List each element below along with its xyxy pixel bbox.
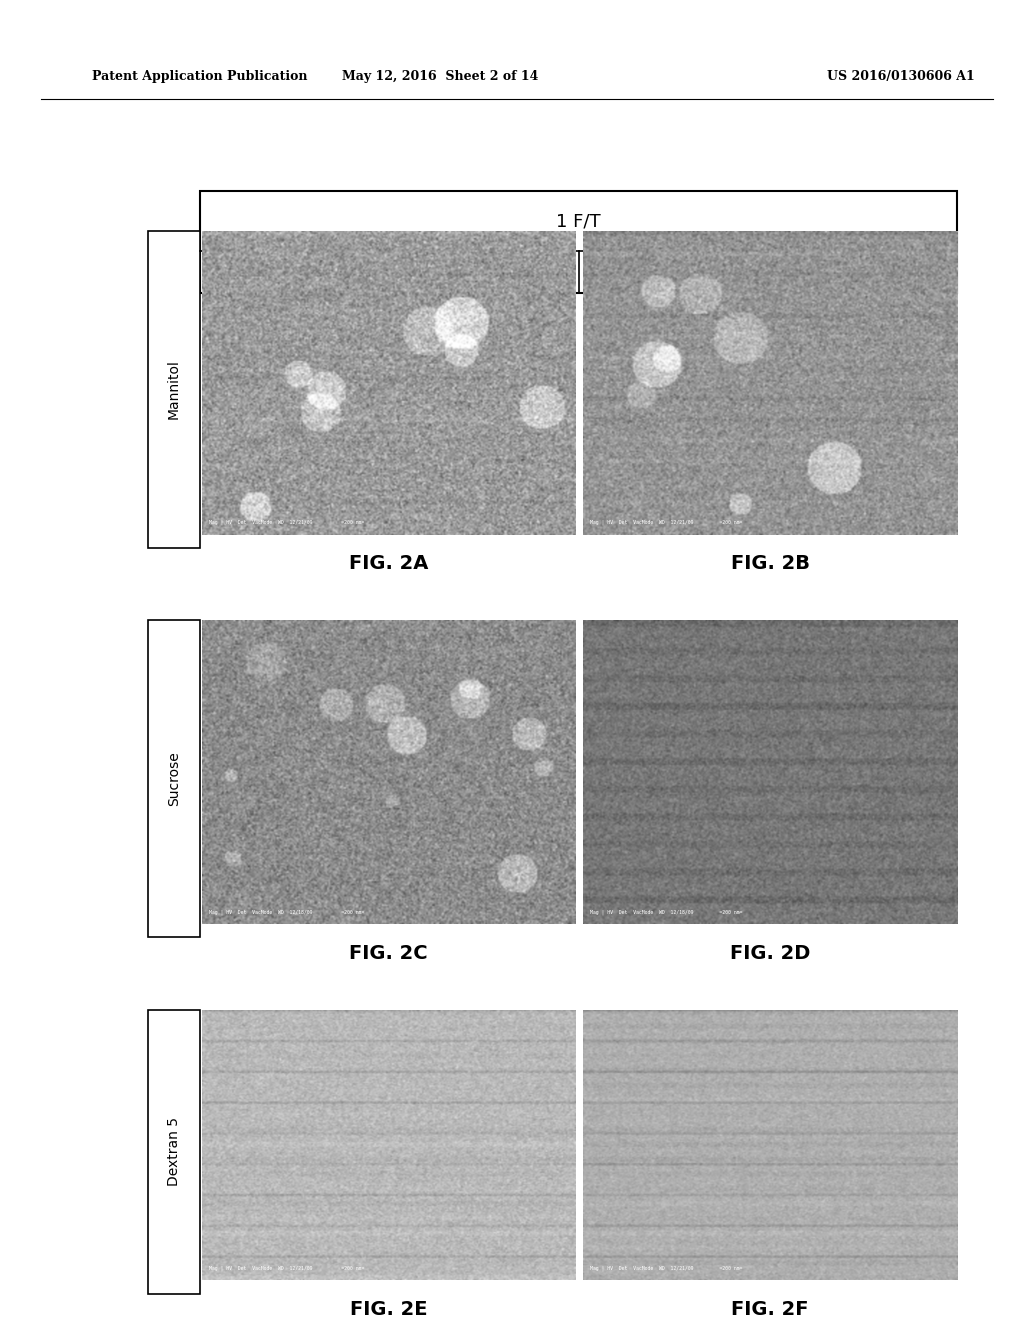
Text: Mag | HV  Det  VacMode  WD  12/21/09          =200 nm=: Mag | HV Det VacMode WD 12/21/09 =200 nm… [209,1266,365,1271]
Text: FIG. 2D: FIG. 2D [730,944,810,962]
Text: 10%: 10% [750,263,786,281]
Text: Mag | HV  Det  VacMode  WD  12/18/09         =200 nm=: Mag | HV Det VacMode WD 12/18/09 =200 nm… [590,909,742,915]
Bar [200,191,957,293]
Text: FIG. 2E: FIG. 2E [350,1300,427,1319]
Text: May 12, 2016  Sheet 2 of 14: May 12, 2016 Sheet 2 of 14 [342,70,539,83]
Text: FIG. 2A: FIG. 2A [349,554,428,573]
Text: Dextran 5: Dextran 5 [167,1117,181,1187]
Text: Mannitol: Mannitol [167,359,181,420]
Text: FIG. 2F: FIG. 2F [731,1300,809,1319]
Text: 1%: 1% [376,263,402,281]
Bar [148,620,200,937]
Text: Mag | HV  Det  VacMode  WD  12/21/09         =200 nm=: Mag | HV Det VacMode WD 12/21/09 =200 nm… [590,1266,742,1271]
Text: 1 F/T: 1 F/T [556,213,601,230]
Text: US 2016/0130606 A1: US 2016/0130606 A1 [827,70,975,83]
Text: FIG. 2C: FIG. 2C [349,944,428,962]
Bar [148,231,200,548]
Text: Mag | HV  Det  VacMode  WD  12/21/09          =200 nm=: Mag | HV Det VacMode WD 12/21/09 =200 nm… [209,520,365,525]
Text: FIG. 2B: FIG. 2B [730,554,810,573]
Text: Patent Application Publication: Patent Application Publication [92,70,307,83]
Text: Mag | HV  Det  VacMode  WD  12/21/09         =200 nm=: Mag | HV Det VacMode WD 12/21/09 =200 nm… [590,520,742,525]
Text: Mag | HV  Det  VacMode  WD  12/18/09          =200 nm=: Mag | HV Det VacMode WD 12/18/09 =200 nm… [209,909,365,915]
Text: Sucrose: Sucrose [167,751,181,807]
Bar [148,1010,200,1294]
